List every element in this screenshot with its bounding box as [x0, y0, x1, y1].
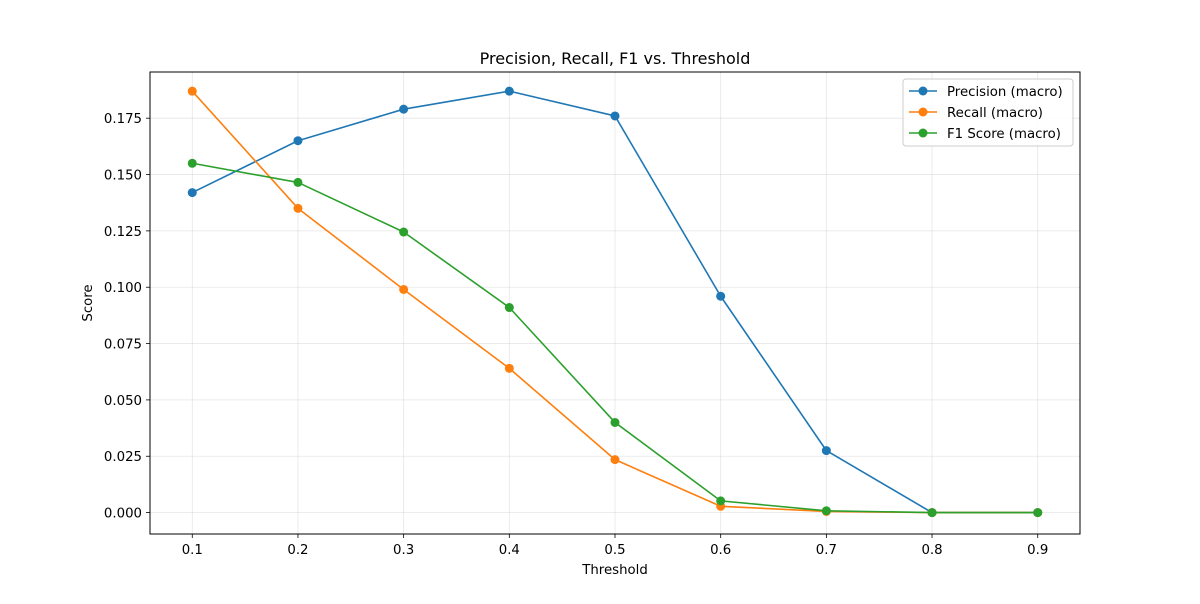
legend-marker	[918, 86, 928, 96]
legend-item: Precision (macro)	[909, 85, 1063, 100]
data-point	[399, 227, 409, 237]
data-point	[293, 203, 303, 213]
plot-frame	[149, 71, 1081, 535]
data-point	[504, 303, 514, 313]
x-tick-label: 0.7	[816, 543, 837, 558]
x-tick-label: 0.1	[182, 543, 203, 558]
data-point	[399, 104, 409, 114]
x-axis-label: Threshold	[581, 563, 648, 578]
data-point	[716, 291, 726, 301]
legend-box	[902, 78, 1074, 147]
data-point	[293, 136, 303, 146]
x-tick-label: 0.4	[499, 543, 520, 558]
series-layer	[187, 86, 1043, 518]
x-tick-label: 0.2	[287, 543, 308, 558]
data-point	[504, 86, 514, 96]
legend-label: Precision (macro)	[947, 85, 1063, 100]
legend: Precision (macro) Recall (macro) F1 Score …	[902, 78, 1074, 147]
y-axis-label: Score	[81, 284, 96, 321]
x-tick-label: 0.3	[393, 543, 414, 558]
legend-item: Recall (macro)	[909, 106, 1043, 121]
series-2	[187, 158, 1043, 518]
data-point	[716, 496, 726, 506]
data-point	[821, 446, 831, 456]
y-tick-label: 0.025	[104, 450, 142, 465]
y-tick-label: 0.150	[104, 169, 142, 184]
y-tick-label: 0.125	[104, 225, 142, 240]
data-point	[187, 188, 197, 198]
chart-title: Precision, Recall, F1 vs. Threshold	[480, 49, 751, 68]
y-tick-label: 0.175	[104, 112, 142, 127]
y-tick-label: 0.000	[104, 507, 142, 522]
legend-marker	[918, 128, 928, 138]
data-point	[187, 158, 197, 168]
data-point	[821, 506, 831, 516]
data-point	[610, 417, 620, 427]
x-tick-label: 0.9	[1027, 543, 1048, 558]
data-point	[293, 177, 303, 187]
legend-label: Recall (macro)	[947, 106, 1043, 121]
data-point	[610, 455, 620, 465]
data-point	[610, 111, 620, 121]
legend-label: F1 Score (macro)	[947, 127, 1061, 142]
x-tick-label: 0.6	[710, 543, 731, 558]
data-point	[1033, 508, 1043, 518]
data-point	[504, 363, 514, 373]
y-tick-label: 0.050	[104, 394, 142, 409]
y-tick-label: 0.100	[104, 281, 142, 296]
x-tick-label: 0.8	[921, 543, 942, 558]
y-tick-label: 0.075	[104, 338, 142, 353]
axes: 0.1 0.2 0.3 0.4 0.5 0.6 0.7 0.8 0.9 0.000 0.025 0.0…	[104, 71, 1081, 558]
legend-item: F1 Score (macro)	[909, 127, 1061, 142]
data-point	[187, 86, 197, 96]
data-point	[399, 284, 409, 294]
data-point	[927, 508, 937, 518]
x-tick-label: 0.5	[604, 543, 625, 558]
legend-marker	[918, 107, 928, 117]
